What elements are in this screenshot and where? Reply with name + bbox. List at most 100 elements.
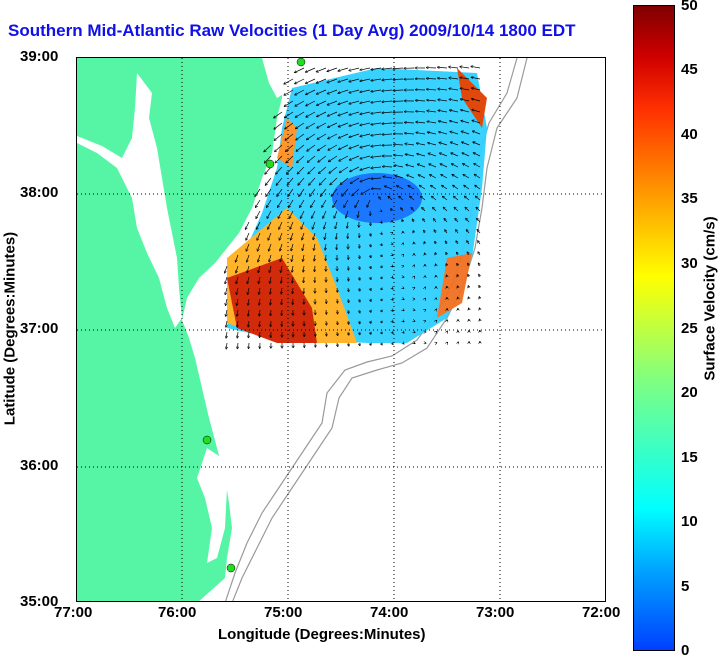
velocity-arrow (461, 110, 470, 113)
velocity-arrow (286, 144, 294, 151)
velocity-arrow (316, 67, 327, 72)
velocity-arrow (248, 320, 249, 327)
velocity-arrow (237, 320, 238, 327)
velocity-arrow (452, 175, 459, 179)
velocity-arrow (382, 134, 393, 135)
velocity-arrow (309, 177, 316, 185)
velocity-arrow (450, 110, 459, 113)
velocity-arrow (433, 208, 437, 212)
velocity-arrow (360, 177, 371, 182)
velocity-arrow (264, 144, 272, 152)
velocity-arrow (420, 185, 426, 190)
velocity-arrow (292, 276, 293, 283)
velocity-arrow (442, 185, 448, 190)
velocity-arrow (256, 199, 261, 207)
velocity-arrow (349, 133, 360, 137)
velocity-arrow (381, 255, 382, 256)
velocity-arrow (328, 144, 338, 150)
velocity-arrow (355, 199, 360, 207)
velocity-arrow (237, 342, 238, 349)
velocity-arrow (338, 78, 349, 82)
station-marker (226, 563, 236, 573)
colorbar-tick: 35 (681, 190, 698, 207)
velocity-arrow (359, 243, 360, 248)
velocity-arrow (340, 177, 349, 184)
velocity-arrow (472, 110, 481, 113)
velocity-arrow (296, 144, 305, 151)
velocity-arrow (256, 210, 261, 218)
velocity-arrow (310, 188, 316, 196)
velocity-arrow (350, 166, 360, 172)
colorbar-tick: 5 (681, 578, 690, 595)
velocity-arrow (430, 175, 437, 179)
velocity-arrow (328, 122, 338, 127)
x-tick-label: 76:00 (158, 604, 197, 621)
velocity-arrow (464, 185, 470, 190)
velocity-arrow (349, 122, 360, 126)
map-title: Southern Mid-Atlantic Raw Velocities (1 … (8, 21, 576, 40)
velocity-arrow (338, 67, 349, 71)
y-axis-title: Latitude (Degrees:Minutes) (1, 231, 19, 426)
velocity-arrow (381, 222, 382, 223)
velocity-arrow (473, 153, 481, 157)
velocity-arrow (381, 343, 382, 345)
velocity-arrow (382, 90, 393, 91)
colorbar-title: Surface Velocity (cm/s) (701, 216, 719, 381)
velocity-arrow (318, 144, 327, 151)
velocity-arrow (255, 188, 261, 196)
velocity-arrow (383, 166, 393, 167)
velocity-arrow (463, 175, 470, 179)
velocity-arrow (259, 309, 260, 316)
velocity-arrow (432, 196, 437, 201)
velocity-arrow (460, 88, 470, 91)
velocity-arrow (411, 208, 415, 212)
velocity-arrow (225, 276, 228, 284)
velocity-arrow (303, 265, 304, 272)
velocity-arrow (360, 155, 371, 159)
velocity-arrow (359, 320, 360, 324)
velocity-arrow (413, 231, 414, 233)
velocity-arrow (359, 254, 360, 258)
velocity-arrow (450, 121, 459, 124)
velocity-arrow (367, 199, 371, 207)
velocity-arrow (236, 265, 239, 273)
velocity-arrow (323, 210, 327, 218)
velocity-arrow (307, 133, 316, 140)
velocity-arrow (381, 266, 382, 267)
velocity-arrow (359, 298, 360, 302)
velocity-arrow (348, 276, 349, 281)
velocity-arrow (281, 276, 282, 283)
velocity-arrow (306, 122, 316, 128)
velocity-arrow (349, 67, 360, 71)
velocity-arrow (392, 277, 393, 278)
velocity-arrow (393, 68, 404, 69)
velocity-arrow (352, 188, 360, 196)
velocity-arrow (275, 144, 283, 152)
velocity-arrow (438, 110, 448, 113)
velocity-arrow (450, 132, 459, 135)
velocity-arrow (274, 122, 283, 129)
colorbar-tick: 20 (681, 384, 698, 401)
velocity-arrow (348, 287, 349, 291)
velocity-arrow (314, 243, 315, 250)
velocity-arrow (350, 177, 360, 183)
velocity-arrow (317, 133, 327, 139)
velocity-arrow (277, 188, 283, 196)
velocity-arrow (428, 132, 437, 135)
velocity-arrow (248, 298, 249, 305)
velocity-arrow (334, 210, 338, 218)
velocity-arrow (298, 177, 305, 185)
velocity-arrow (270, 309, 271, 316)
velocity-arrow (371, 144, 382, 146)
velocity-arrow (307, 155, 316, 162)
velocity-arrow (295, 89, 305, 95)
velocity-arrow (370, 232, 371, 236)
velocity-arrow (312, 210, 316, 218)
map-plot-area[interactable] (76, 57, 606, 602)
velocity-arrow (328, 111, 338, 116)
velocity-arrow (428, 143, 437, 146)
velocity-arrow (405, 154, 415, 157)
velocity-arrow (269, 254, 272, 262)
x-tick-label: 75:00 (264, 604, 303, 621)
velocity-arrow (348, 320, 349, 324)
